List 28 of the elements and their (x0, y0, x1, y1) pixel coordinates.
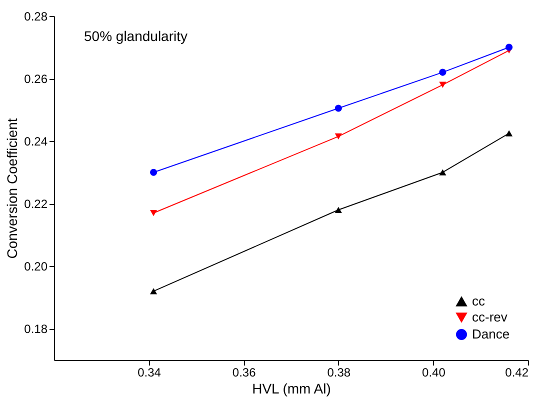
point (439, 68, 446, 76)
point (334, 104, 342, 112)
x-tick-label: 0.42 (505, 366, 529, 380)
point (439, 169, 446, 176)
point (506, 44, 513, 51)
point (150, 210, 158, 216)
y-tick-label: 0.22 (24, 197, 48, 212)
legend-label: cc-rev (472, 310, 508, 324)
y-tick-label: 0.28 (24, 10, 48, 24)
x-tick-label: 0.40 (422, 366, 446, 380)
legend-label: cc (472, 294, 486, 308)
y-tick-label: 0.18 (24, 322, 48, 336)
x-tick-label: 0.36 (232, 366, 256, 380)
point (334, 133, 342, 140)
x-tick-label: 0.38 (327, 366, 351, 380)
annotation: 50% glandularity (84, 28, 188, 44)
y-tick-label: 0.26 (24, 72, 48, 86)
point (506, 130, 513, 136)
y-axis-title: Conversion Coefficient (4, 118, 20, 259)
y-tick-label: 0.24 (24, 134, 48, 149)
point (334, 206, 342, 213)
point (150, 288, 158, 294)
y-tick-label: 0.20 (24, 260, 48, 274)
x-axis-title: HVL (mm Al) (252, 380, 331, 396)
legend-label: Dance (472, 326, 510, 342)
x-tick-label: 0.34 (138, 366, 162, 380)
point (150, 168, 158, 176)
point (439, 82, 446, 88)
